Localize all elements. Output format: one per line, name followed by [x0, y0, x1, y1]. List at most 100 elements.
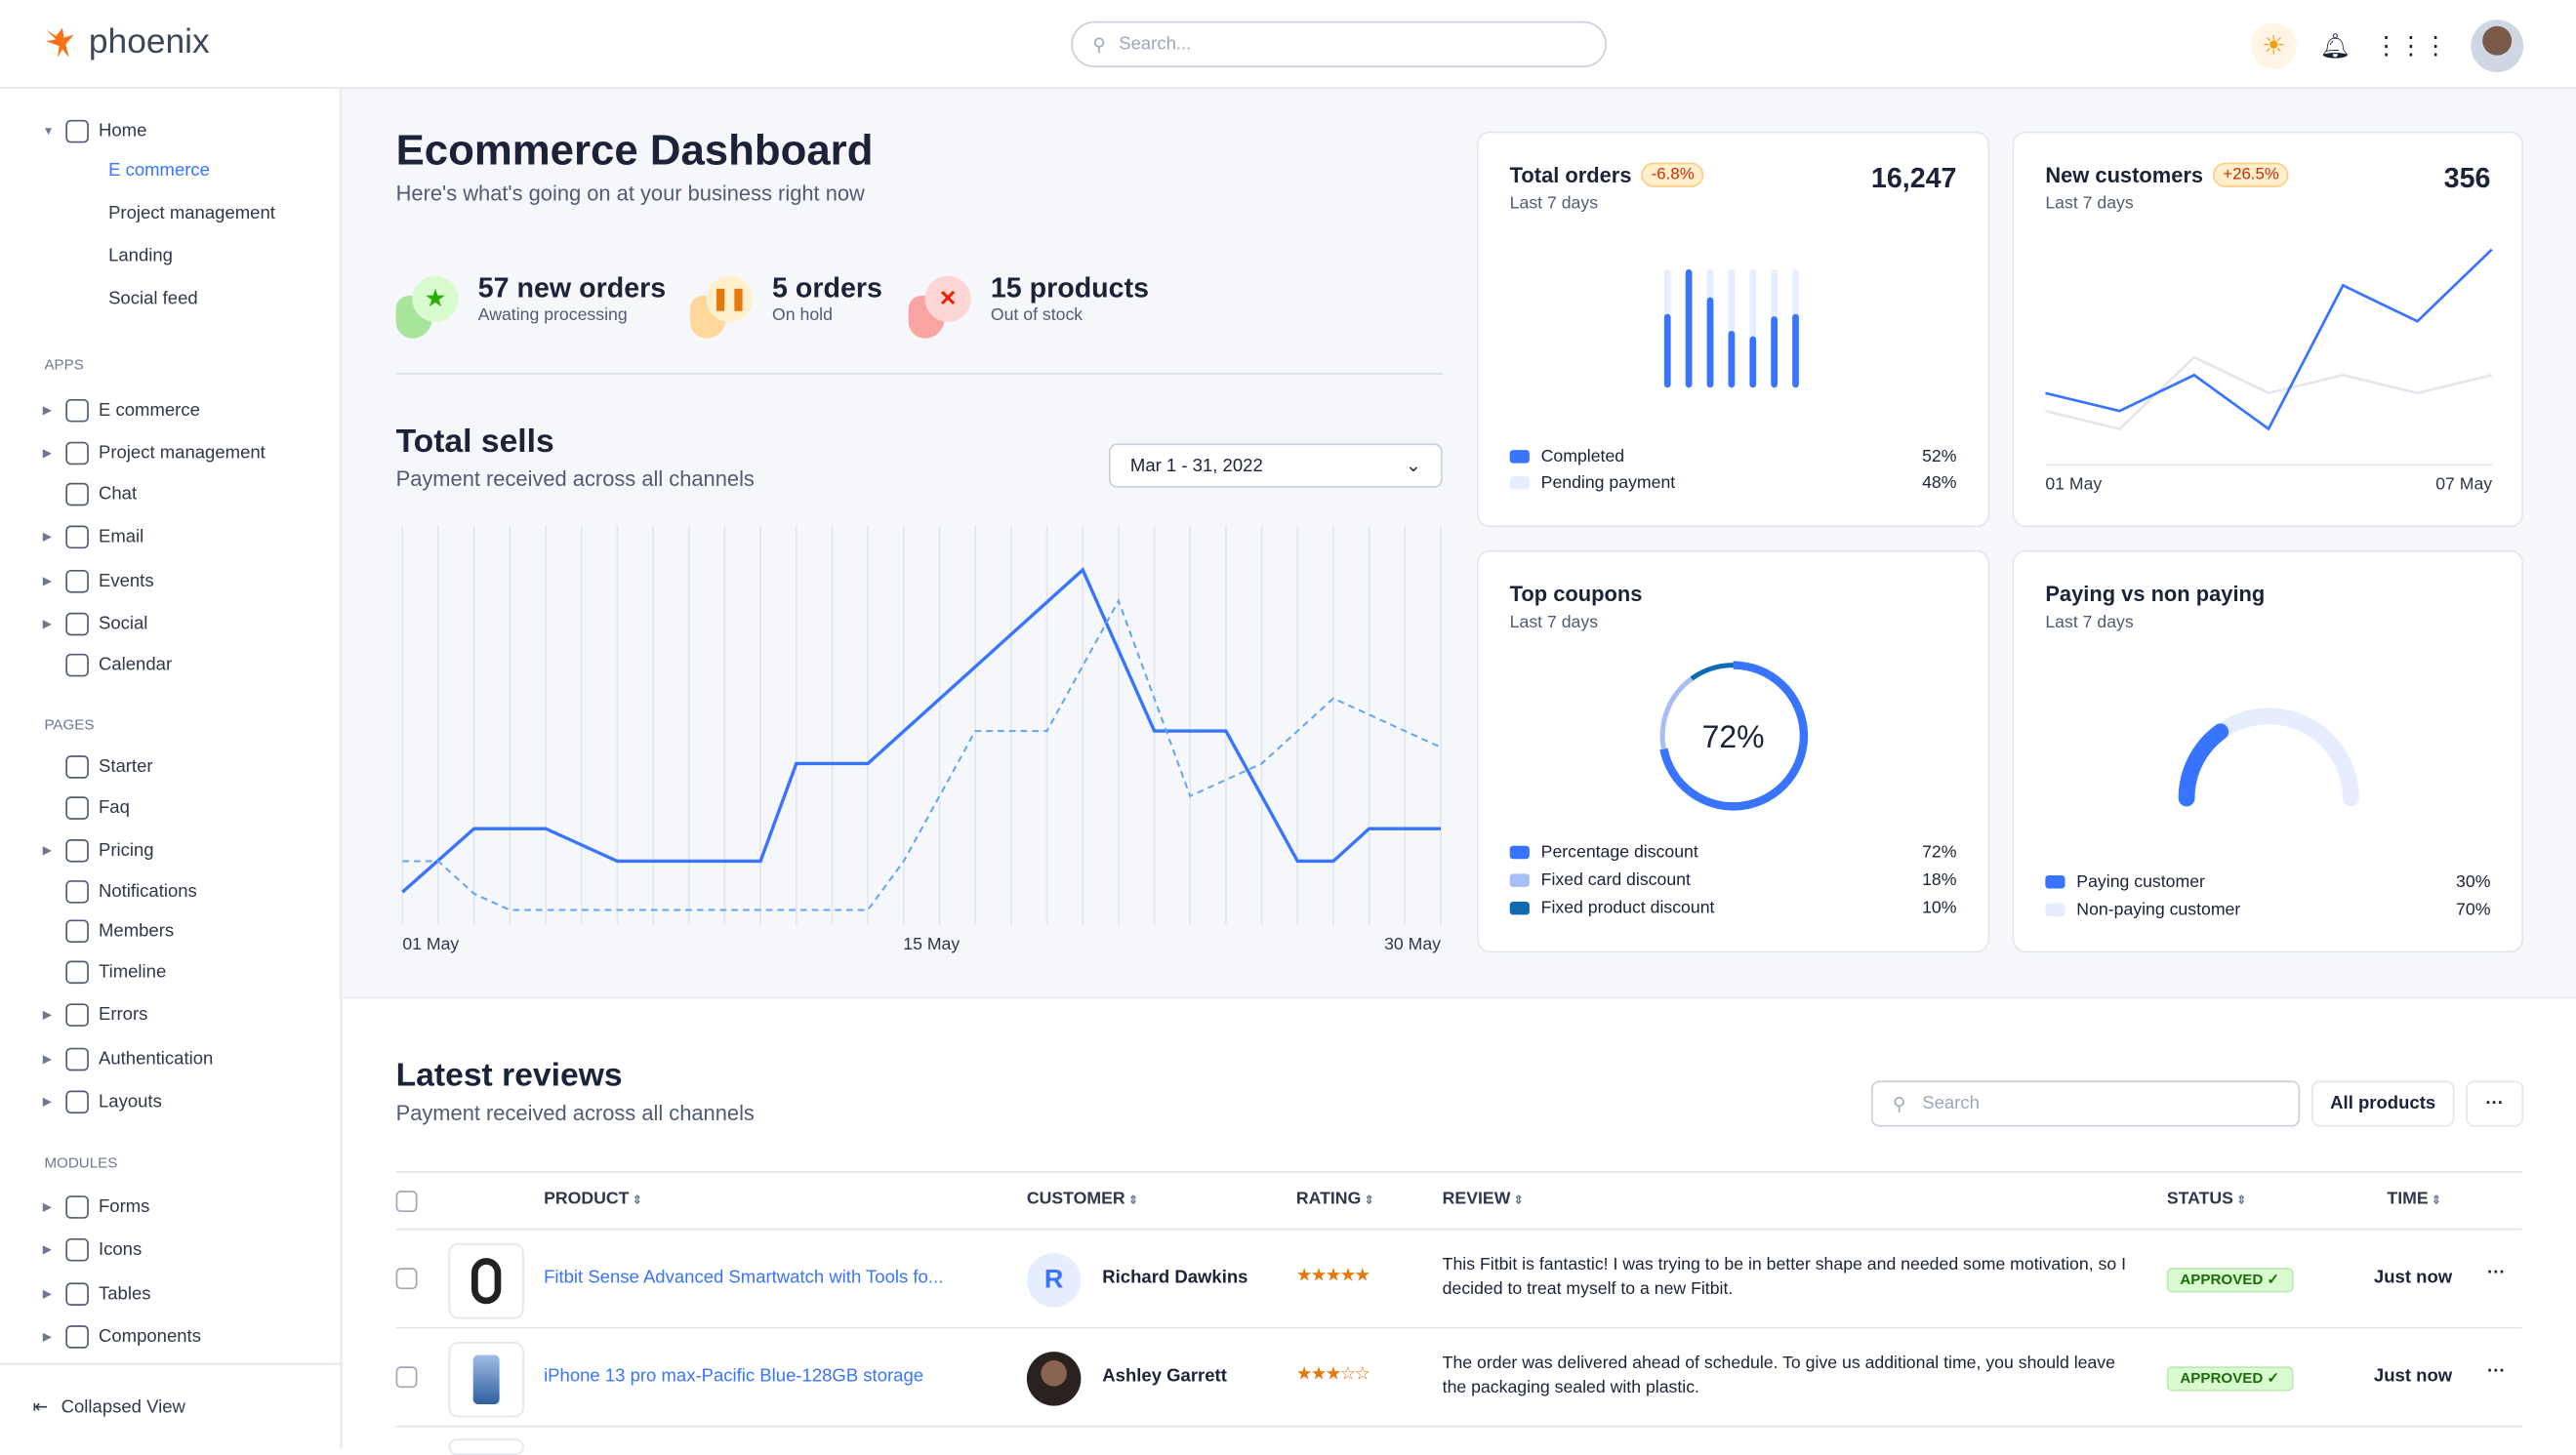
sidebar-item-calendar[interactable]: Calendar [43, 650, 172, 679]
review-time: Just now [2373, 1268, 2453, 1288]
column-header-time[interactable]: TIME ⇕ [2387, 1189, 2440, 1208]
sidebar-subitem-e-commerce[interactable]: E commerce [108, 160, 211, 182]
stat-subtitle: Awating processing [477, 305, 628, 326]
bell-icon[interactable]: 🔔︎ [2319, 32, 2351, 61]
row-more-button[interactable]: ··· [2487, 1263, 2506, 1283]
components-icon [65, 1325, 89, 1349]
sidebar-item-label: Members [98, 921, 175, 942]
legend-label: Paying customer [2076, 871, 2205, 892]
logo[interactable]: phoenix [43, 23, 210, 62]
sidebar-item-members[interactable]: Members [43, 916, 174, 946]
column-header-product[interactable]: PRODUCT ⇕ [544, 1189, 642, 1208]
sidebar-item-timeline[interactable]: Timeline [43, 957, 167, 987]
theme-toggle-sun-icon[interactable]: ☀ [2250, 22, 2297, 69]
sidebar-subitem-social-feed[interactable]: Social feed [108, 289, 198, 309]
sort-icon: ⇕ [1361, 1195, 1374, 1208]
sidebar-item-icons[interactable]: ▶ Icons [43, 1235, 142, 1265]
legend-value: 10% [1922, 898, 1957, 918]
sidebar-item-e-commerce[interactable]: ▶ E commerce [43, 396, 200, 425]
sidebar-item-label: Events [98, 571, 154, 591]
sidebar-item-pricing[interactable]: ▶ Pricing [43, 836, 154, 866]
sort-icon: ⇕ [1510, 1195, 1524, 1208]
rating-stars: ★★★☆☆ [1295, 1364, 1370, 1385]
sidebar-item-errors[interactable]: ▶ Errors [43, 1000, 148, 1030]
sidebar-item-home[interactable]: ▼ Home [43, 116, 147, 145]
section-label: MODULES [44, 1154, 118, 1171]
sidebar-item-label: Faq [98, 797, 130, 819]
review-text: This Fitbit is fantastic! I was trying t… [1442, 1254, 2127, 1300]
series-line [2045, 248, 2493, 431]
legend-swatch [1509, 901, 1530, 915]
search-input[interactable]: ⚲ Search... [1071, 20, 1607, 68]
table-row: iPhone 13 pro max-Pacific Blue-128GB sto… [0, 1329, 2576, 1428]
new-customers-card: New customers +26.5% Last 7 days 356 01 M… [2012, 131, 2524, 528]
date-range-select[interactable]: Mar 1 - 31, 2022 ⌄ [1109, 443, 1443, 488]
divider [395, 1228, 2522, 1231]
card-title: Top coupons [1509, 581, 1643, 607]
collapsed-view-button[interactable]: ⇤ Collapsed View [0, 1362, 343, 1449]
logo-text: phoenix [88, 22, 210, 61]
divider [395, 373, 1443, 375]
apps-grid-icon[interactable]: ⋮⋮⋮ [2373, 32, 2448, 61]
caret-icon: ▶ [42, 1097, 52, 1110]
calendar-icon [65, 653, 89, 677]
sidebar-item-events[interactable]: ▶ Events [43, 567, 154, 596]
caret-icon: ▶ [42, 1054, 52, 1067]
row-checkbox[interactable] [395, 1268, 418, 1290]
sidebar-item-components[interactable]: ▶ Components [43, 1322, 201, 1352]
sidebar-subitem-landing[interactable]: Landing [108, 246, 173, 266]
legend-label: Completed [1540, 446, 1625, 466]
card-subtitle: Last 7 days [2045, 193, 2134, 214]
sidebar-item-forms[interactable]: ▶ Forms [43, 1192, 150, 1222]
collapsed-view-label: Collapsed View [61, 1396, 185, 1417]
icons-icon [65, 1237, 89, 1262]
donut-slice [1659, 676, 1694, 750]
product-link[interactable]: Fitbit Sense Advanced Smartwatch with To… [544, 1268, 944, 1288]
sidebar-item-chat[interactable]: Chat [43, 479, 137, 508]
total-orders-card: Total orders -6.8% Last 7 days 16,247 Com… [1477, 131, 1990, 528]
user-avatar[interactable] [2471, 20, 2524, 73]
sidebar-item-label: Chat [98, 484, 138, 505]
select-all-checkbox[interactable] [395, 1191, 418, 1213]
sort-icon: ⇕ [629, 1195, 642, 1208]
row-checkbox[interactable] [395, 1366, 418, 1389]
row-more-button[interactable]: ··· [2487, 1361, 2506, 1382]
reviews-search-input[interactable]: ⚲ Search [1870, 1080, 2301, 1127]
all-products-button[interactable]: All products [2310, 1080, 2455, 1127]
sidebar-item-tables[interactable]: ▶ Tables [43, 1279, 151, 1309]
legend-value: 52% [1922, 446, 1957, 466]
customer-name[interactable]: Ashley Garrett [1102, 1366, 1227, 1387]
product-image[interactable] [448, 1438, 524, 1455]
more-options-button[interactable]: ··· [2466, 1080, 2524, 1127]
legend-item: Non-paying customer 70% [2045, 900, 2490, 919]
sidebar-item-starter[interactable]: Starter [43, 752, 153, 782]
sidebar-subitem-project-management[interactable]: Project management [108, 203, 275, 223]
customer-name[interactable]: Richard Dawkins [1102, 1268, 1248, 1288]
column-header-customer[interactable]: CUSTOMER ⇕ [1027, 1189, 1138, 1208]
sidebar-item-label: Calendar [98, 655, 173, 675]
sidebar-item-email[interactable]: ▶ Email [43, 522, 144, 551]
product-link[interactable]: iPhone 13 pro max-Pacific Blue-128GB sto… [544, 1366, 924, 1387]
sidebar-item-notifications[interactable]: Notifications [43, 877, 197, 907]
sidebar-item-project-management[interactable]: ▶ Project management [43, 438, 266, 467]
legend-item: Completed 52% [1509, 446, 1957, 466]
change-badge: -6.8% [1641, 162, 1704, 187]
sidebar-item-social[interactable]: ▶ Social [43, 609, 148, 638]
x-tick-label: 01 May [402, 934, 459, 953]
column-header-status[interactable]: STATUS ⇕ [2167, 1189, 2246, 1208]
tables-icon [65, 1282, 89, 1306]
errors-icon [65, 1003, 89, 1027]
sort-icon: ⇕ [1124, 1195, 1138, 1208]
sidebar-item-label: Layouts [98, 1092, 162, 1112]
product-image[interactable] [448, 1243, 524, 1319]
sidebar-item-faq[interactable]: Faq [43, 793, 130, 823]
legend-item: Percentage discount 72% [1509, 842, 1956, 863]
sidebar-item-authentication[interactable]: ▶ Authentication [43, 1044, 214, 1073]
column-header-rating[interactable]: RATING ⇕ [1296, 1189, 1374, 1208]
legend-value: 30% [2456, 871, 2491, 892]
sidebar-item-layouts[interactable]: ▶ Layouts [43, 1087, 162, 1116]
legend-swatch [2045, 875, 2065, 889]
section-label: APPS [44, 356, 84, 374]
product-image[interactable] [448, 1342, 524, 1418]
column-header-review[interactable]: REVIEW ⇕ [1443, 1189, 1524, 1208]
